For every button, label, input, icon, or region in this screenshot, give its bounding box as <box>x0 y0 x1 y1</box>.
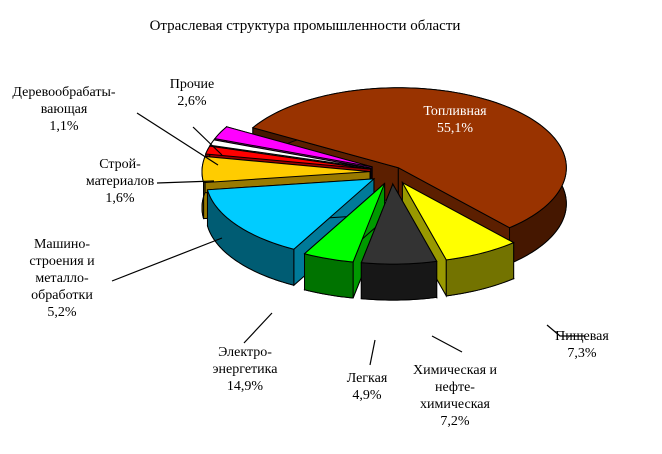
slice-top <box>360 182 438 265</box>
value-label: 7,3% <box>567 346 597 361</box>
category-label: Химическая и нефте- химическая <box>412 363 498 412</box>
slice-label: Пищевая 7,3% <box>555 328 609 362</box>
category-label: Пищевая <box>555 329 609 344</box>
slice-label: Химическая и нефте- химическая 7,2% <box>413 362 497 430</box>
leader-line <box>431 335 463 353</box>
slice-label: Строй- материалов 1,6% <box>86 156 154 207</box>
category-label: Легкая <box>346 371 388 386</box>
value-label: 2,6% <box>177 94 207 109</box>
value-label: 14,9% <box>226 379 264 394</box>
leader-lines <box>111 112 585 366</box>
value-label: 4,9% <box>352 388 382 403</box>
slice-top <box>201 156 371 184</box>
leader-line <box>369 339 376 366</box>
chart-title: Отраслевая структура промышленности обла… <box>149 18 461 34</box>
category-label: Электро- энергетика <box>212 345 278 377</box>
category-label: Топливная <box>423 104 487 119</box>
slice-top <box>209 139 372 169</box>
slice-top <box>401 181 515 261</box>
slice-label: Прочие 2,6% <box>170 76 215 110</box>
leader-line <box>136 112 219 166</box>
slice <box>360 182 438 301</box>
slice-label: Деревообрабаты- вающая 1,1% <box>12 84 115 135</box>
slice-label: Машино- строения и металло- обработки 5,2… <box>29 236 94 321</box>
slice-top <box>303 183 386 263</box>
value-label: 55,1% <box>436 121 474 136</box>
value-label: 5,2% <box>47 305 77 320</box>
slice-wall <box>360 260 438 301</box>
leader-line <box>243 312 273 344</box>
leader-line <box>192 126 223 156</box>
slice-top <box>213 126 373 168</box>
slice-label: Электро- энергетика 14,9% <box>213 344 278 395</box>
category-label: Прочие <box>169 77 215 92</box>
leader-line <box>546 324 585 337</box>
leader-line <box>111 237 223 282</box>
slice-label: Топливная 55,1% <box>423 103 486 137</box>
slice-top <box>251 87 567 229</box>
value-label: 1,1% <box>49 119 79 134</box>
category-label: Строй- материалов <box>85 157 155 189</box>
slice-label: Легкая 4,9% <box>347 370 388 404</box>
value-label: 7,2% <box>440 414 470 429</box>
leader-line <box>156 180 215 184</box>
slice-top <box>206 178 376 250</box>
value-label: 1,6% <box>105 191 135 206</box>
category-label: Деревообрабаты- вающая <box>12 85 116 117</box>
category-label: Машино- строения и металло- обработки <box>29 237 95 303</box>
slice-top <box>204 145 371 170</box>
